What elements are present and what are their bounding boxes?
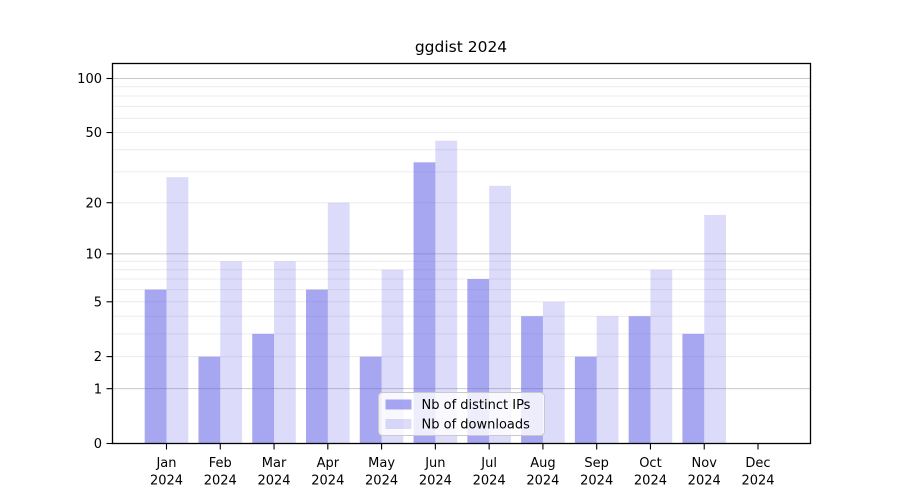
bar-downloads bbox=[596, 316, 619, 444]
bar-downloads bbox=[650, 269, 673, 444]
bar-distinct-ips bbox=[198, 356, 221, 444]
y-tick-label: 100 bbox=[77, 72, 102, 87]
x-tick-label-month: Jun bbox=[424, 456, 445, 471]
x-tick-label-year: 2024 bbox=[257, 474, 290, 489]
bar-downloads bbox=[435, 140, 458, 444]
bar-distinct-ips bbox=[359, 356, 382, 444]
bar-downloads bbox=[274, 261, 296, 444]
bar-downloads bbox=[542, 301, 565, 444]
bar-distinct-ips bbox=[682, 333, 705, 444]
y-tick-label: 20 bbox=[85, 196, 102, 211]
bar-distinct-ips bbox=[306, 289, 328, 444]
y-tick-label: 5 bbox=[94, 295, 102, 310]
chart-title: ggdist 2024 bbox=[415, 38, 507, 56]
bar-downloads bbox=[704, 214, 727, 444]
x-tick-label-year: 2024 bbox=[580, 474, 613, 489]
bar-downloads bbox=[220, 261, 243, 444]
x-tick-label-year: 2024 bbox=[419, 474, 452, 489]
legend-label-downloads: Nb of downloads bbox=[422, 418, 531, 433]
x-tick-label-month: May bbox=[368, 456, 395, 471]
x-tick-label-month: Apr bbox=[317, 456, 340, 471]
bar-distinct-ips bbox=[628, 316, 651, 444]
x-tick-label-year: 2024 bbox=[365, 474, 398, 489]
x-tick-label-month: Jul bbox=[480, 456, 497, 471]
bar-downloads bbox=[489, 185, 511, 444]
x-tick-label-month: Feb bbox=[209, 456, 232, 471]
bar-downloads bbox=[327, 202, 350, 444]
x-tick-label-year: 2024 bbox=[741, 474, 774, 489]
legend-box bbox=[378, 392, 545, 436]
x-tick-label-month: Mar bbox=[262, 456, 287, 471]
x-tick-label-year: 2024 bbox=[634, 474, 667, 489]
x-tick-label-month: Nov bbox=[692, 456, 718, 471]
y-tick-label: 0 bbox=[94, 437, 102, 452]
x-tick-label-month: Aug bbox=[530, 456, 555, 471]
legend-swatch-downloads bbox=[385, 419, 412, 429]
x-tick-label-year: 2024 bbox=[526, 474, 559, 489]
y-tick-label: 10 bbox=[85, 247, 102, 262]
y-tick-label: 2 bbox=[94, 350, 102, 365]
x-tick-label-year: 2024 bbox=[473, 474, 506, 489]
x-tick-label-month: Oct bbox=[639, 456, 661, 471]
legend-label-distinct-ips: Nb of distinct IPs bbox=[422, 398, 531, 413]
legend-swatch-distinct-ips bbox=[385, 399, 412, 410]
bar-downloads bbox=[166, 177, 189, 444]
bar-distinct-ips bbox=[144, 289, 167, 444]
x-tick-label-year: 2024 bbox=[688, 474, 721, 489]
bar-distinct-ips bbox=[252, 333, 275, 444]
x-tick-label-year: 2024 bbox=[311, 474, 344, 489]
x-tick-label-month: Dec bbox=[745, 456, 770, 471]
bar-distinct-ips bbox=[413, 162, 436, 444]
x-tick-label-month: Jan bbox=[155, 456, 176, 471]
bar-distinct-ips bbox=[574, 356, 597, 444]
x-tick-label-month: Sep bbox=[584, 456, 609, 471]
x-tick-label-year: 2024 bbox=[204, 474, 237, 489]
y-tick-label: 1 bbox=[94, 382, 102, 397]
y-tick-label: 50 bbox=[85, 126, 102, 141]
x-tick-label-year: 2024 bbox=[150, 474, 183, 489]
